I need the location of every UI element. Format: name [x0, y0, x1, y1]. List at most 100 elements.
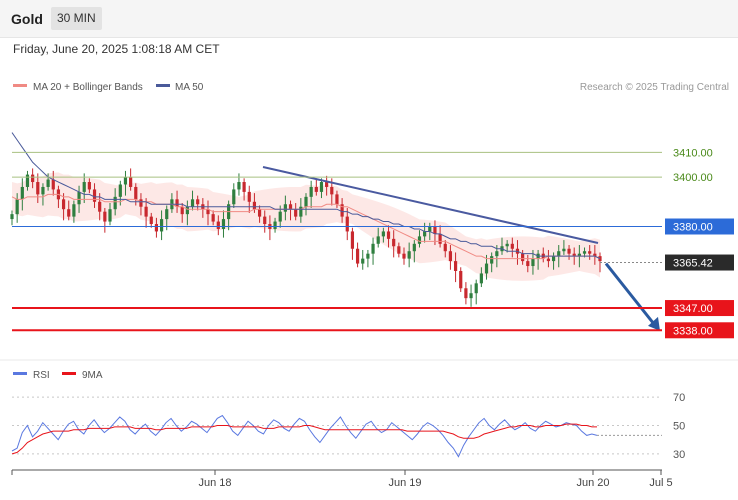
candle-body [402, 253, 406, 259]
time-tick-label: Jul 5 [649, 477, 672, 489]
main-legend: MA 20 + Bollinger Bands MA 50 Research ©… [13, 82, 729, 93]
candle-body [98, 201, 102, 212]
candlestick-plot [10, 132, 660, 331]
candle-body [216, 221, 220, 229]
time-tick-label: Jun 19 [388, 477, 421, 489]
candle-body [221, 219, 226, 229]
level-label-3347.00: 3347.00 [673, 303, 713, 315]
candle-body [531, 258, 535, 267]
candle-body [376, 236, 380, 244]
rsi-legend-swatch [13, 372, 27, 375]
candle-body [144, 206, 148, 217]
candle-body [196, 199, 200, 205]
candle-body [41, 186, 45, 195]
candle-body [103, 211, 107, 222]
rsi-ma-legend-swatch [62, 372, 76, 375]
candle-body [412, 243, 416, 252]
candle-body [386, 231, 391, 239]
level-tag-3380.00 [665, 218, 734, 235]
candle-body [46, 179, 50, 187]
instrument-title: Gold [11, 11, 43, 27]
candle-body [469, 293, 473, 299]
candle-body [448, 251, 453, 262]
candles [10, 168, 602, 307]
rsi-tick-50: 50 [673, 421, 685, 433]
candle-body [139, 199, 143, 207]
ma50-line [11, 132, 601, 260]
candle-body [134, 186, 138, 200]
candle-body [459, 270, 463, 289]
header-bar: Gold 30 MIN [0, 0, 738, 38]
candle-body [159, 219, 164, 232]
candle-body [278, 211, 282, 222]
candle-body [366, 253, 370, 259]
candle-body [77, 191, 81, 205]
candle-body [299, 206, 303, 217]
candle-body [546, 258, 551, 262]
ma20-legend-label: MA 20 + Bollinger Bands [33, 82, 143, 93]
candle-body [61, 199, 66, 210]
candle-body [582, 251, 587, 254]
candle-body [551, 256, 556, 262]
candle-body [340, 204, 344, 217]
timeframe-badge[interactable]: 30 MIN [51, 7, 102, 30]
candle-body [355, 248, 360, 264]
candle-body [31, 174, 35, 183]
candle-body [319, 182, 324, 192]
candle-body [407, 251, 411, 259]
candle-body [423, 231, 427, 237]
level-tag-3365.42 [665, 254, 734, 271]
forecast-arrow-shaft [604, 262, 659, 329]
candle-body [345, 216, 349, 232]
candle-body [263, 216, 267, 225]
candle-body [273, 221, 277, 229]
candle-body [185, 206, 189, 215]
candle-body [123, 177, 128, 185]
level-label-3380.00: 3380.00 [673, 222, 713, 234]
candle-body [10, 214, 14, 220]
candle-body [237, 182, 241, 190]
candle-body [335, 194, 339, 205]
candle-body [330, 186, 334, 195]
candle-body [283, 204, 287, 212]
candle-body [505, 243, 509, 247]
candle-body [593, 253, 597, 257]
price-axis: 3410.00 3400.00 3380.00 3365.42 3347.00 3338.… [665, 147, 734, 339]
candle-body [175, 199, 179, 207]
time-tick-label: Jun 20 [576, 477, 609, 489]
candle-body [304, 196, 308, 207]
candle-body [252, 201, 257, 210]
candle-body [464, 288, 468, 299]
candle-body [381, 231, 385, 237]
rsi-legend: RSI 9MA [13, 370, 103, 381]
candle-body [165, 209, 169, 220]
rsi-tick-30: 30 [673, 449, 685, 461]
candle-body [484, 263, 489, 274]
candle-body [371, 243, 375, 254]
candle-body [392, 238, 396, 247]
forecast-arrow-head [648, 316, 660, 331]
research-credit: Research © 2025 Trading Central [580, 82, 729, 93]
candle-body [247, 191, 251, 202]
level-tag-3347.00 [665, 300, 734, 317]
candle-body [118, 184, 122, 197]
candle-body [20, 186, 24, 200]
candle-body [72, 204, 76, 217]
level-label-3410.00: 3410.00 [673, 147, 713, 159]
candle-body [350, 231, 355, 249]
ma20-line [11, 193, 601, 260]
candle-body [417, 236, 422, 244]
candle-body [190, 199, 195, 207]
candle-body [526, 261, 530, 267]
time-axis: Jun 18 Jun 19 Jun 20 Jul 5 [11, 469, 673, 489]
candle-body [154, 224, 159, 232]
candle-body [108, 209, 112, 222]
candle-body [510, 243, 514, 249]
rsi-ma-legend-label: 9MA [82, 370, 103, 381]
level-label-3400.00: 3400.00 [673, 172, 713, 184]
candle-body [557, 251, 561, 257]
candle-body [257, 209, 262, 217]
trendline [262, 166, 599, 244]
level-label-3338.00: 3338.00 [673, 325, 713, 337]
rsi-tick-70: 70 [673, 392, 685, 404]
